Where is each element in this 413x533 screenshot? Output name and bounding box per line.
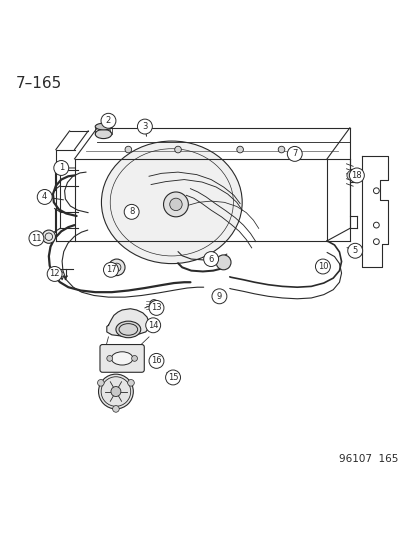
Text: 10: 10 bbox=[317, 262, 328, 271]
Circle shape bbox=[107, 356, 112, 361]
Circle shape bbox=[112, 406, 119, 412]
Text: 16: 16 bbox=[151, 357, 161, 366]
Circle shape bbox=[127, 379, 134, 386]
Circle shape bbox=[150, 300, 158, 308]
Circle shape bbox=[98, 374, 133, 409]
Text: 6: 6 bbox=[208, 255, 213, 263]
Circle shape bbox=[145, 318, 160, 333]
Text: 11: 11 bbox=[31, 234, 42, 243]
Circle shape bbox=[137, 119, 152, 134]
Text: 14: 14 bbox=[147, 321, 158, 330]
Text: 8: 8 bbox=[129, 207, 134, 216]
Circle shape bbox=[42, 230, 55, 244]
Text: 9: 9 bbox=[216, 292, 221, 301]
Circle shape bbox=[174, 146, 181, 153]
Text: 4: 4 bbox=[42, 192, 47, 201]
Text: 15: 15 bbox=[167, 373, 178, 382]
Ellipse shape bbox=[95, 123, 112, 130]
Text: 7–165: 7–165 bbox=[16, 76, 62, 91]
Polygon shape bbox=[107, 309, 149, 336]
Text: 5: 5 bbox=[352, 246, 357, 255]
Circle shape bbox=[37, 190, 52, 204]
Circle shape bbox=[149, 353, 164, 368]
Ellipse shape bbox=[111, 352, 133, 365]
Text: 96107  165: 96107 165 bbox=[338, 455, 397, 464]
Ellipse shape bbox=[101, 141, 242, 264]
Circle shape bbox=[97, 379, 104, 386]
Circle shape bbox=[216, 255, 230, 270]
Circle shape bbox=[211, 289, 226, 304]
Circle shape bbox=[347, 244, 362, 258]
Circle shape bbox=[349, 168, 363, 183]
Circle shape bbox=[165, 370, 180, 385]
Text: 18: 18 bbox=[351, 171, 361, 180]
Circle shape bbox=[108, 259, 125, 276]
Ellipse shape bbox=[116, 321, 140, 338]
Circle shape bbox=[203, 252, 218, 266]
Circle shape bbox=[169, 198, 182, 211]
Circle shape bbox=[29, 231, 44, 246]
Circle shape bbox=[278, 146, 284, 153]
FancyBboxPatch shape bbox=[100, 344, 144, 372]
Circle shape bbox=[125, 146, 131, 153]
Text: 13: 13 bbox=[151, 303, 161, 312]
Circle shape bbox=[346, 171, 356, 180]
Circle shape bbox=[54, 160, 69, 175]
Text: 12: 12 bbox=[49, 270, 60, 278]
Ellipse shape bbox=[95, 130, 112, 139]
Circle shape bbox=[131, 356, 137, 361]
Text: 7: 7 bbox=[292, 149, 297, 158]
Circle shape bbox=[101, 114, 116, 128]
Text: 2: 2 bbox=[106, 116, 111, 125]
Circle shape bbox=[163, 192, 188, 217]
Circle shape bbox=[103, 262, 118, 277]
Circle shape bbox=[287, 147, 301, 161]
Circle shape bbox=[149, 301, 164, 316]
Text: 3: 3 bbox=[142, 122, 147, 131]
Circle shape bbox=[111, 386, 121, 397]
Circle shape bbox=[315, 259, 330, 274]
Text: 1: 1 bbox=[59, 164, 64, 173]
Circle shape bbox=[47, 266, 62, 281]
Circle shape bbox=[236, 146, 243, 153]
Circle shape bbox=[124, 204, 139, 219]
Text: 17: 17 bbox=[105, 265, 116, 274]
